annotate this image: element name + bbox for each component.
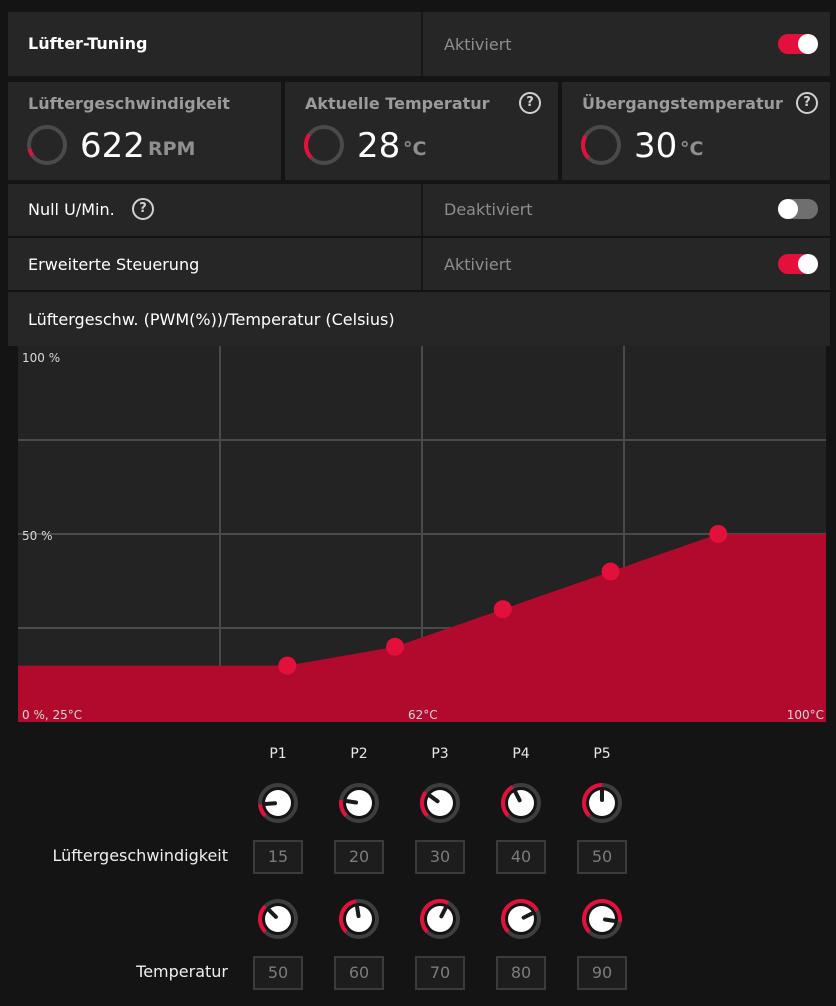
fan-curve-area — [18, 534, 826, 722]
help-icon[interactable]: ? — [132, 198, 154, 220]
fan-speed-input-p3[interactable]: 30 — [415, 840, 465, 874]
junction-temp-gauge-icon — [581, 125, 621, 165]
advanced-control-status: Aktiviert — [444, 255, 512, 274]
help-icon[interactable]: ? — [519, 92, 541, 114]
curve-point-p2[interactable] — [386, 637, 405, 656]
zero-rpm-row: Null U/Min. ? Deaktiviert — [8, 184, 830, 236]
temperature-row-label: Temperatur — [136, 962, 228, 981]
knob-dial-icon — [582, 783, 622, 823]
fan-speed-row-label: Lüftergeschwindigkeit — [52, 846, 229, 865]
fan-speed-knob-p2[interactable] — [336, 780, 382, 830]
zero-rpm-toggle[interactable] — [778, 199, 818, 219]
knob-dial-icon — [258, 899, 298, 939]
current-temp-label: Aktuelle Temperatur — [305, 94, 490, 113]
temperature-input-p5[interactable]: 90 — [577, 956, 627, 990]
knob-dial-icon — [258, 783, 298, 823]
y-top-label: 100 % — [22, 351, 60, 365]
fan-speed-knob-p3[interactable] — [417, 780, 463, 830]
fan-tuning-row: Lüfter-Tuning Aktiviert — [8, 12, 830, 76]
junction-temp-value: 30 — [634, 126, 678, 166]
temperature-knob-p2[interactable] — [336, 896, 382, 946]
temperature-input-p2[interactable]: 60 — [334, 956, 384, 990]
advanced-control-label: Erweiterte Steuerung — [28, 255, 200, 274]
knob-dial-icon — [501, 899, 541, 939]
fan-curve-points[interactable] — [278, 525, 728, 675]
current-temp-value: 28 — [357, 126, 401, 166]
divider — [421, 12, 423, 76]
knob-dial-icon — [420, 899, 460, 939]
knob-dial-icon — [420, 783, 460, 823]
origin-label: 0 %, 25°C — [22, 708, 82, 722]
fan-curve-chart[interactable]: 100 % 50 % 0 %, 25°C 62°C 100°C — [18, 346, 826, 722]
point-header-p3: P3 — [431, 746, 449, 762]
knob-dial-icon — [501, 783, 541, 823]
fan-speed-gauge-icon — [27, 125, 67, 165]
toggle-knob — [798, 254, 818, 274]
knob-dial-icon — [582, 899, 622, 939]
fan-speed-unit: RPM — [148, 138, 196, 160]
curve-point-p3[interactable] — [493, 600, 512, 619]
temperature-input-p3[interactable]: 70 — [415, 956, 465, 990]
fan-speed-input-p2[interactable]: 20 — [334, 840, 384, 874]
x-mid-label: 62°C — [408, 708, 438, 722]
temperature-input-p4[interactable]: 80 — [496, 956, 546, 990]
temperature-input-p1[interactable]: 50 — [253, 956, 303, 990]
temperature-knob-p5[interactable] — [579, 896, 625, 946]
curve-point-p5[interactable] — [709, 525, 728, 543]
temperature-knob-p3[interactable] — [417, 896, 463, 946]
zero-rpm-status: Deaktiviert — [444, 200, 533, 219]
fan-speed-value: 622 — [80, 126, 145, 166]
divider — [421, 238, 423, 290]
fan-tuning-status: Aktiviert — [444, 35, 512, 54]
point-header-p4: P4 — [512, 746, 530, 762]
chart-heading: Lüftergeschw. (PWM(%))/Temperatur (Celsi… — [28, 310, 395, 329]
point-header-p1: P1 — [269, 746, 287, 762]
temperature-knob-p4[interactable] — [498, 896, 544, 946]
current-temp-unit: °C — [403, 138, 427, 160]
point-header-p2: P2 — [350, 746, 368, 762]
fan-speed-input-p1[interactable]: 15 — [253, 840, 303, 874]
junction-temp-label: Übergangstemperatur — [582, 94, 783, 113]
knob-dial-icon — [339, 899, 379, 939]
fan-speed-knob-p5[interactable] — [579, 780, 625, 830]
advanced-control-row: Erweiterte Steuerung Aktiviert — [8, 238, 830, 290]
fan-tuning-title: Lüfter-Tuning — [28, 34, 148, 53]
junction-temp-unit: °C — [680, 138, 704, 160]
fan-speed-input-p5[interactable]: 50 — [577, 840, 627, 874]
x-end-label: 100°C — [787, 708, 824, 722]
junction-temp-card: Übergangstemperatur ? 30 °C — [562, 82, 830, 180]
fan-speed-input-p4[interactable]: 40 — [496, 840, 546, 874]
fan-speed-card: Lüftergeschwindigkeit 622 RPM — [8, 82, 281, 180]
toggle-knob — [778, 199, 798, 219]
toggle-knob — [798, 34, 818, 54]
zero-rpm-label: Null U/Min. — [28, 200, 115, 219]
y-mid-label: 50 % — [22, 529, 53, 543]
fan-tuning-toggle[interactable] — [778, 34, 818, 54]
fan-speed-label: Lüftergeschwindigkeit — [28, 94, 230, 113]
curve-point-p1[interactable] — [278, 656, 297, 675]
fan-speed-knob-p1[interactable] — [255, 780, 301, 830]
curve-point-p4[interactable] — [601, 562, 620, 581]
chart-header: Lüftergeschw. (PWM(%))/Temperatur (Celsi… — [8, 292, 830, 346]
knob-dial-icon — [339, 783, 379, 823]
current-temp-gauge-icon — [304, 125, 344, 165]
advanced-control-toggle[interactable] — [778, 254, 818, 274]
fan-speed-knob-p4[interactable] — [498, 780, 544, 830]
help-icon[interactable]: ? — [796, 92, 818, 114]
point-header-p5: P5 — [593, 746, 611, 762]
divider — [421, 184, 423, 236]
temperature-knob-p1[interactable] — [255, 896, 301, 946]
current-temp-card: Aktuelle Temperatur ? 28 °C — [285, 82, 558, 180]
